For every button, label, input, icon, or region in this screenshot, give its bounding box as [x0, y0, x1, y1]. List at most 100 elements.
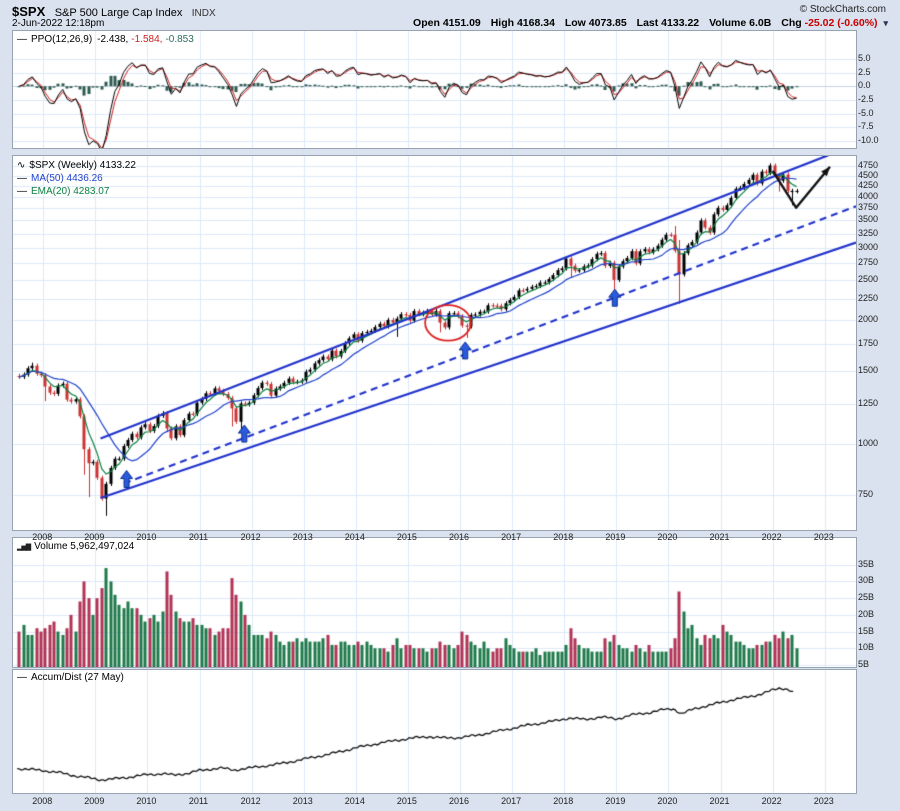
ppo-indicator-panel: [12, 30, 857, 149]
exchange-label: INDX: [191, 8, 216, 19]
quote-last: Last 4133.22: [637, 17, 699, 29]
quote-row: Open 4151.09 High 4168.34 Low 4073.85 La…: [406, 17, 888, 29]
low-label: Low: [564, 17, 586, 29]
x-axis-year-label: 2008: [32, 532, 53, 542]
price-legend: ∿ $SPX (Weekly) 4133.22 — MA(50) 4436.26 —…: [17, 159, 136, 198]
x-axis-year-label: 2012: [240, 532, 261, 542]
quote-low: Low 4073.85: [565, 17, 627, 29]
price-legend-symbol-row: ∿ $SPX (Weekly) 4133.22: [17, 159, 136, 172]
y-axis-label: -5.0: [858, 107, 874, 118]
high-value: 4168.34: [516, 17, 555, 29]
title-row: $SPX S&P 500 Large Cap Index INDX: [12, 3, 216, 21]
quote-high: High 4168.34: [491, 17, 555, 29]
y-axis-label: 0.0: [858, 80, 871, 91]
y-axis-label: 3500: [858, 214, 879, 225]
x-axis-year-label: 2009: [84, 796, 105, 806]
x-axis-year-label: 2021: [709, 796, 730, 806]
index-name-label: S&P 500 Large Cap Index: [54, 7, 183, 19]
y-axis-label: 4250: [858, 179, 879, 190]
price-chart-panel: [12, 155, 857, 531]
volume-label: Volume: [709, 17, 747, 29]
ema-line-icon: —: [17, 186, 27, 197]
ppo-value: -2.438,: [97, 34, 129, 45]
y-axis-labels: 5.0 2.5 0.0 -2.5 -5.0 -7.5 -10.0 4750 4500 4250 40…: [858, 0, 900, 811]
x-axis-year-label: 2011: [188, 532, 209, 542]
y-axis-label: 25B: [858, 592, 875, 603]
x-axis-year-label: 2022: [761, 532, 782, 542]
x-axis-year-label: 2015: [396, 532, 417, 542]
y-axis-label: 3750: [858, 202, 879, 213]
accum-dist-label: Accum/Dist (27 May): [31, 672, 124, 683]
y-axis-label: 2250: [858, 293, 879, 304]
y-axis-label: 5B: [858, 658, 870, 669]
y-axis-label: 2000: [858, 314, 879, 325]
y-axis-label: 10B: [858, 642, 875, 653]
ema20-label: EMA(20) 4283.07: [31, 186, 110, 197]
high-label: High: [490, 17, 515, 29]
volume-legend: ▂▅▇ Volume 5,962,497,024: [17, 541, 134, 552]
volume-bars-icon: ▂▅▇: [17, 544, 31, 551]
price-legend-ema-row: — EMA(20) 4283.07: [17, 185, 136, 198]
y-axis-label: -10.0: [858, 134, 879, 145]
x-axis-year-label: 2019: [605, 532, 626, 542]
y-axis-label: 2500: [858, 274, 879, 285]
y-axis-label: 35B: [858, 558, 875, 569]
x-axis-year-label: 2014: [344, 796, 365, 806]
y-axis-label: 4500: [858, 169, 879, 180]
volume-value: 6.0B: [749, 17, 772, 29]
quote-change: Chg -25.02 (-0.60%): [781, 17, 877, 29]
ma50-label: MA(50) 4436.26: [31, 173, 103, 184]
y-axis-label: 1000: [858, 437, 879, 448]
datetime-label: 2-Jun-2022 12:18pm: [12, 18, 105, 29]
x-axis-year-label: 2016: [449, 796, 470, 806]
x-axis-year-label: 2022: [761, 796, 782, 806]
accum-dist-panel: [12, 669, 857, 794]
open-value: 4151.09: [442, 17, 481, 29]
price-legend-ma-row: — MA(50) 4436.26: [17, 172, 136, 185]
ppo-histogram-value: -0.853: [165, 34, 194, 45]
x-axis-year-label: 2023: [813, 796, 834, 806]
ppo-label: PPO(12,26,9): [31, 34, 93, 45]
x-axis-year-label: 2017: [501, 796, 522, 806]
line-style-icon: —: [17, 34, 27, 45]
last-label: Last: [636, 17, 659, 29]
x-axis-year-label: 2011: [188, 796, 209, 806]
y-axis-label: 3000: [858, 241, 879, 252]
x-axis-year-label: 2019: [605, 796, 626, 806]
x-axis-labels-bottom: 2008 2009 2010 2011 2012 2013 2014 2015 2016 2017…: [0, 796, 900, 808]
x-axis-year-label: 2015: [396, 796, 417, 806]
y-axis-label: -2.5: [858, 93, 874, 104]
ppo-legend: — PPO(12,26,9) -2.438, -1.584, -0.853: [17, 34, 194, 45]
y-axis-label: 3250: [858, 227, 879, 238]
x-axis-year-label: 2008: [32, 796, 53, 806]
x-axis-year-label: 2017: [501, 532, 522, 542]
x-axis-labels-main: 2008 2009 2010 2011 2012 2013 2014 2015 2016 2017…: [0, 532, 900, 544]
last-value: 4133.22: [661, 17, 700, 29]
symbol-label: $SPX: [12, 4, 46, 19]
x-axis-year-label: 2012: [240, 796, 261, 806]
x-axis-year-label: 2009: [84, 532, 105, 542]
y-axis-label: 30B: [858, 575, 875, 586]
x-axis-year-label: 2013: [292, 796, 313, 806]
chg-label: Chg: [781, 17, 802, 29]
x-axis-year-label: 2020: [657, 796, 678, 806]
x-axis-year-label: 2013: [292, 532, 313, 542]
x-axis-year-label: 2023: [813, 532, 834, 542]
y-axis-label: 1500: [858, 365, 879, 376]
y-axis-label: 15B: [858, 625, 875, 636]
x-axis-year-label: 2021: [709, 532, 730, 542]
price-legend-symbol: $SPX (Weekly) 4133.22: [29, 160, 136, 171]
y-axis-label: 2.5: [858, 66, 871, 77]
y-axis-label: 1250: [858, 397, 879, 408]
open-label: Open: [413, 17, 440, 29]
low-value: 4073.85: [588, 17, 627, 29]
x-axis-year-label: 2014: [344, 532, 365, 542]
x-axis-year-label: 2020: [657, 532, 678, 542]
y-axis-label: 1750: [858, 337, 879, 348]
chevron-down-icon[interactable]: ▾: [883, 18, 888, 28]
accum-dist-legend: — Accum/Dist (27 May): [17, 672, 124, 683]
chg-value: -25.02 (-0.60%): [804, 17, 878, 29]
x-axis-year-label: 2016: [449, 532, 470, 542]
y-axis-label: 4000: [858, 190, 879, 201]
